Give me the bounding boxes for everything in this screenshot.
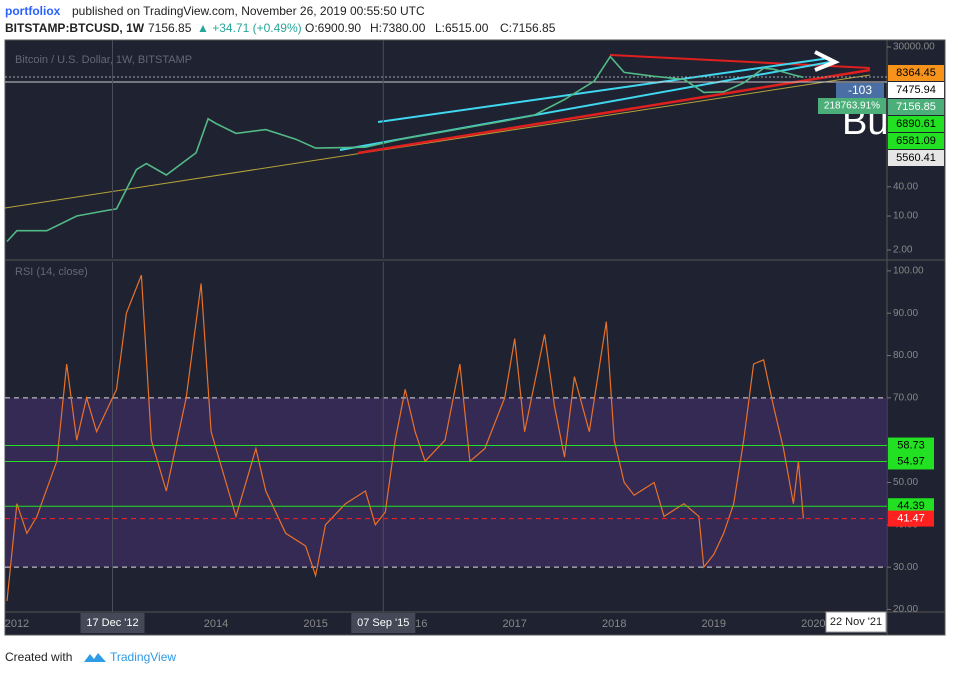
change: ▲ +34.71 (+0.49%) bbox=[197, 21, 302, 35]
arrow bbox=[814, 50, 840, 72]
price-tag-text: 5560.41 bbox=[896, 152, 936, 164]
price-tag-text: 7156.85 bbox=[896, 101, 936, 113]
price-tag bbox=[888, 150, 944, 166]
x-tick-label: 2018 bbox=[602, 618, 626, 630]
trend-line bbox=[357, 68, 871, 155]
price-tag bbox=[888, 65, 944, 81]
y-tick-label: 40.00 bbox=[893, 181, 918, 192]
y-tick-label: 100.00 bbox=[893, 266, 924, 277]
percent-tag bbox=[818, 98, 886, 114]
price-pane-title: Bitcoin / U.S. Dollar, 1W, BITSTAMP bbox=[15, 54, 192, 66]
ohlc-low: L:6515.00 bbox=[435, 21, 489, 35]
data-line bbox=[6, 55, 804, 243]
level-tag bbox=[888, 437, 934, 454]
level-tag bbox=[888, 453, 934, 470]
last-price: 7156.85 bbox=[148, 21, 192, 35]
logo bbox=[84, 653, 106, 662]
level-tag bbox=[888, 498, 934, 515]
y-tick-label: 10.00 bbox=[893, 211, 918, 222]
x-tick-label: 2015 bbox=[303, 618, 327, 630]
symbol: BITSTAMP:BTCUSD, 1W bbox=[5, 21, 145, 35]
x-tick-label: 2019 bbox=[702, 618, 726, 630]
x-tick-label: 2017 bbox=[502, 618, 526, 630]
ohlc-close: C:7156.85 bbox=[500, 21, 556, 35]
price-tag bbox=[888, 82, 944, 98]
y-tick-label: 2.00 bbox=[893, 245, 913, 256]
x-tick-label: 2014 bbox=[204, 618, 228, 630]
level-tag-text: 41.47 bbox=[897, 513, 925, 525]
author: portfoliox bbox=[5, 4, 61, 18]
marker-label: 07 Sep '15 bbox=[357, 617, 409, 629]
footer-brand: TradingView bbox=[110, 650, 176, 664]
price-tag bbox=[888, 99, 944, 115]
level-tag-text: 54.97 bbox=[897, 455, 925, 467]
marker-label-box bbox=[80, 613, 145, 633]
level-tag-text: 58.73 bbox=[897, 439, 925, 451]
y-tick-label: 30000.00 bbox=[893, 42, 935, 53]
published: published on TradingView.com, November 2… bbox=[72, 4, 425, 18]
ohlc-open: O:6900.90 bbox=[305, 21, 361, 35]
trend-line bbox=[377, 57, 831, 123]
marker-label-box bbox=[351, 613, 416, 633]
annotation-box bbox=[836, 83, 884, 99]
cursor-label-box bbox=[825, 611, 887, 633]
y-tick-label: 90.00 bbox=[893, 308, 918, 319]
y-tick-label: 70.00 bbox=[893, 392, 918, 403]
price-tag-text: 7475.94 bbox=[896, 84, 936, 96]
annotation-text: -103 bbox=[848, 83, 872, 97]
rsi-band bbox=[5, 397, 887, 568]
trend-drawings bbox=[4, 50, 887, 209]
x-tick-label: 2012 bbox=[5, 618, 29, 630]
x-tick-label: 2020 bbox=[801, 618, 825, 630]
y-tick-label: 50.00 bbox=[893, 477, 918, 488]
rsi-pane-title: RSI (14, close) bbox=[15, 266, 88, 278]
percent-tag-text: 218763.91% bbox=[824, 101, 880, 112]
trend-line bbox=[4, 74, 871, 209]
y-tick-label: 80.00 bbox=[893, 350, 918, 361]
level-tag bbox=[888, 510, 934, 527]
y-tick-label: 20.00 bbox=[893, 604, 918, 615]
footer-text: Created with bbox=[5, 650, 72, 664]
y-tick-label: 30.00 bbox=[893, 562, 918, 573]
cursor-label: 22 Nov '21 bbox=[830, 616, 882, 628]
price-tag bbox=[888, 133, 944, 149]
price-tag bbox=[888, 116, 944, 132]
price-tag-text: 6890.61 bbox=[896, 118, 936, 130]
ohlc-high: H:7380.00 bbox=[370, 21, 426, 35]
price-tag-text: 6581.09 bbox=[896, 135, 936, 147]
price-tag-text: 8364.45 bbox=[896, 67, 936, 79]
level-tag-text: 44.39 bbox=[897, 500, 925, 512]
marker-label: 17 Dec '12 bbox=[86, 617, 138, 629]
